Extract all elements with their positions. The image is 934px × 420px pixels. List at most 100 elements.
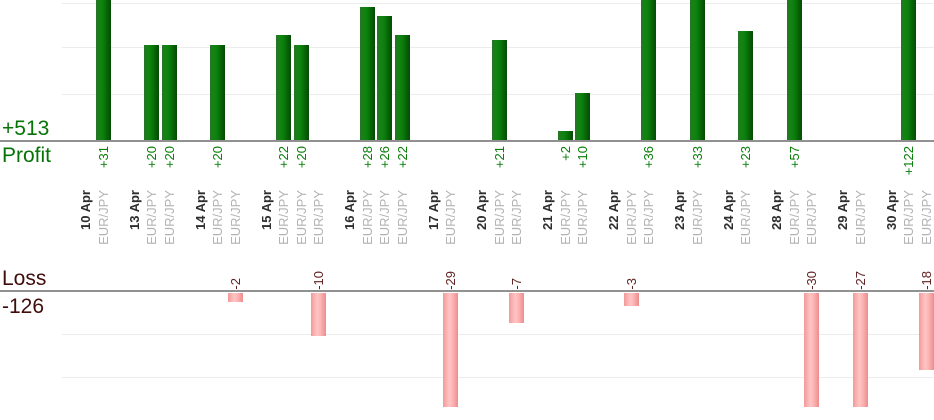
pair-label: EUR/JPY [491, 190, 507, 245]
date-column: 30 Apr [883, 0, 901, 420]
date-label: 24 Apr [720, 190, 736, 230]
trade-group: 23 Apr +33 EUR/JPY [671, 0, 706, 420]
trade-column: +31 EUR/JPY [95, 0, 113, 420]
trade-column: +57 EUR/JPY [786, 0, 804, 420]
trade-column: +22 EUR/JPY [394, 0, 412, 420]
trade-group: 22 Apr -3 EUR/JPY +36 EUR/JPY [605, 0, 658, 420]
date-column: 21 Apr [539, 0, 557, 420]
date-label: 23 Apr [672, 190, 687, 230]
trade-group: 29 Apr -27 EUR/JPY [834, 0, 869, 420]
trade-group: 15 Apr +22 EUR/JPY +20 EUR/JPY -10 EUR/JPY [258, 0, 328, 420]
loss-value-label: -10 [311, 271, 326, 290]
profit-total-label: +513 [2, 117, 50, 140]
date-column: 16 Apr [341, 0, 359, 420]
loss-bar [852, 293, 868, 407]
trade-group: 17 Apr -29 EUR/JPY [425, 0, 460, 420]
chart-columns: 10 Apr +31 EUR/JPY 13 Apr +20 EUR/JPY +20 EUR/J… [77, 0, 934, 420]
trade-column: +2 EUR/JPY [557, 0, 575, 420]
date-column: 13 Apr [126, 0, 144, 420]
pair-label: EUR/JPY [359, 190, 375, 245]
trade-column: -2 EUR/JPY [227, 0, 245, 420]
loss-value-label: -18 [918, 271, 934, 290]
pair-label: EUR/JPY [210, 190, 225, 245]
pair-label: EUR/JPY [311, 190, 326, 245]
profit-value-label: +23 [738, 146, 753, 169]
date-label: 21 Apr [540, 190, 555, 230]
trade-group: 20 Apr +21 EUR/JPY -7 EUR/JPY [473, 0, 526, 420]
trade-column: -18 EUR/JPY [918, 0, 934, 420]
pair-label: EUR/JPY [901, 190, 916, 245]
date-label: 29 Apr [835, 190, 850, 230]
loss-bar [804, 293, 819, 407]
trade-column: +22 EUR/JPY [275, 0, 293, 420]
pair-label: EUR/JPY [144, 190, 159, 245]
pair-label: EUR/JPY [557, 190, 573, 245]
pair-label: EUR/JPY [227, 190, 243, 245]
pair-label: EUR/JPY [689, 190, 705, 245]
trade-column: -29 EUR/JPY [442, 0, 460, 420]
date-label: 13 Apr [126, 190, 142, 230]
pair-label: EUR/JPY [575, 190, 590, 245]
trade-column: -7 EUR/JPY [508, 0, 526, 420]
profit-value-label: +22 [276, 146, 291, 169]
profit-value-label: +20 [293, 146, 309, 169]
trade-column: -10 EUR/JPY [310, 0, 328, 420]
date-column: 29 Apr [834, 0, 852, 420]
profit-value-label: +2 [557, 146, 573, 161]
pair-label: EUR/JPY [623, 190, 639, 245]
pair-label: EUR/JPY [852, 190, 868, 245]
profit-bar [276, 35, 291, 141]
trade-column: +20 EUR/JPY [209, 0, 227, 420]
date-label: 16 Apr [342, 190, 357, 230]
loss-value-label: -7 [509, 278, 524, 290]
loss-bar [443, 293, 458, 407]
profit-bar [161, 45, 177, 141]
trade-column: +20 EUR/JPY [161, 0, 179, 420]
profit-bar [377, 16, 392, 141]
trade-group: 10 Apr +31 EUR/JPY [77, 0, 112, 420]
profit-bar [293, 45, 309, 141]
date-column: 20 Apr [473, 0, 491, 420]
loss-bar [227, 293, 243, 302]
date-label: 30 Apr [883, 190, 899, 230]
profit-value-label: +122 [901, 146, 916, 176]
profit-bar [557, 131, 573, 141]
profit-value-label: +20 [144, 146, 159, 169]
profit-value-label: +20 [161, 146, 177, 169]
profit-value-label: +10 [575, 146, 590, 169]
loss-bar [623, 293, 639, 306]
loss-axis-label: Loss [2, 267, 47, 290]
profit-value-label: +31 [95, 146, 111, 169]
date-label: 28 Apr [769, 190, 784, 230]
date-label: 15 Apr [258, 190, 274, 230]
loss-gridline-10 [62, 334, 934, 335]
date-label: 10 Apr [78, 190, 93, 230]
trade-group: 28 Apr +57 EUR/JPY -30 EUR/JPY [768, 0, 821, 420]
trade-column: +36 EUR/JPY [640, 0, 658, 420]
profit-bar [575, 93, 590, 141]
trade-column: +23 EUR/JPY [737, 0, 755, 420]
pair-label: EUR/JPY [918, 190, 934, 245]
pair-label: EUR/JPY [804, 190, 819, 245]
trade-column: +28 EUR/JPY [359, 0, 377, 420]
profit-bar [359, 7, 375, 141]
trade-column: -3 EUR/JPY [623, 0, 641, 420]
loss-baseline [0, 290, 934, 292]
trade-column: -27 EUR/JPY [852, 0, 870, 420]
loss-value-label: -29 [443, 271, 458, 290]
loss-value-label: -27 [852, 271, 868, 290]
date-label: 20 Apr [474, 190, 489, 230]
profit-value-label: +20 [210, 146, 225, 169]
profit-value-label: +22 [394, 146, 410, 169]
trade-column: +26 EUR/JPY [376, 0, 394, 420]
loss-total-label: -126 [2, 295, 45, 318]
profit-value-label: +26 [377, 146, 392, 169]
pair-label: EUR/JPY [161, 190, 177, 245]
profit-bar [901, 0, 916, 141]
pair-label: EUR/JPY [293, 190, 309, 245]
trade-group: 24 Apr +23 EUR/JPY [720, 0, 755, 420]
trade-group: 21 Apr +2 EUR/JPY +10 EUR/JPY [539, 0, 592, 420]
profit-bar [641, 0, 656, 141]
date-column: 23 Apr [671, 0, 689, 420]
